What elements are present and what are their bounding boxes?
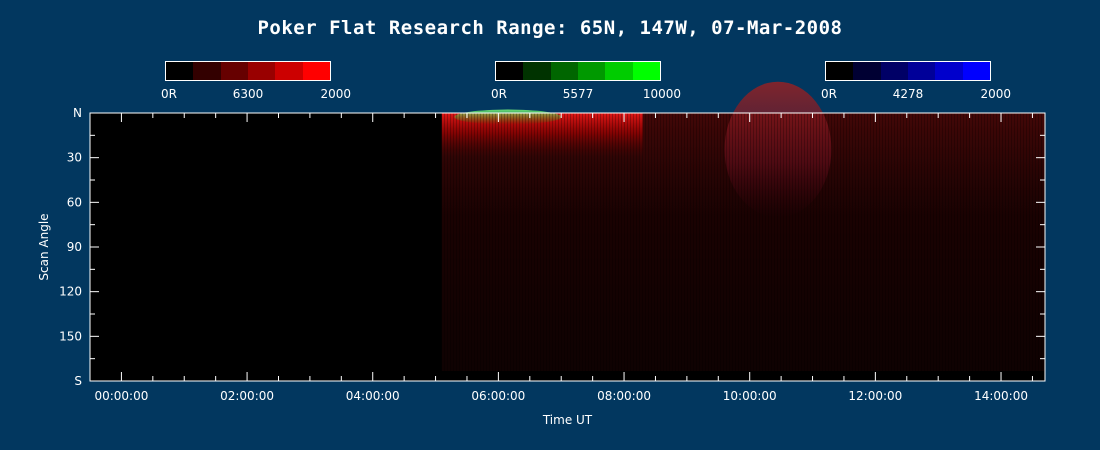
y-axis-label: Scan Angle [37,213,51,280]
colorbar-5577-min-label: 0R [491,87,507,101]
colorbar-5577: 0R 5577 10000 [491,61,681,101]
colorbar-4278-swatch [853,62,881,80]
y-tick-label: 30 [67,151,82,165]
colorbar-4278-swatch [962,62,990,80]
colorbar-4278-swatch [880,62,908,80]
y-tick-label: 120 [59,285,82,299]
colorbar-6300: 0R 6300 2000 [161,61,351,101]
x-tick-label: 06:00:00 [471,389,525,403]
colorbar-4278-min-label: 0R [821,87,837,101]
x-tick-label: 10:00:00 [723,389,777,403]
colorbar-6300-swatch [275,62,303,80]
y-tick-label: 60 [67,195,82,209]
colorbar-4278: 0R 4278 2000 [821,61,1011,101]
colorbar-5577-swatch [577,62,606,80]
colorbar-4278-max-label: 2000 [980,87,1011,101]
colorbar-6300-swatches [165,61,331,81]
y-tick-label: 150 [59,329,82,343]
x-tick-label: 04:00:00 [346,389,400,403]
colorbar-5577-swatches [495,61,661,81]
colorbar-6300-min-label: 0R [161,87,177,101]
colorbar-6300-mid-label: 6300 [232,87,264,101]
emission-features [441,81,1045,371]
chart-title: Poker Flat Research Range: 65N, 147W, 07… [257,17,843,39]
y-tick-label: 90 [67,240,82,254]
colorbar-5577-swatch [632,62,660,80]
colorbar-5577-max-label: 10000 [642,87,681,101]
colorbar-6300-swatch [220,62,248,80]
x-tick-label: 08:00:00 [597,389,651,403]
colorbar-4278-mid-label: 4278 [892,87,924,101]
y-tick-label: N [73,106,82,120]
x-axis-label: Time UT [542,413,593,427]
colorbar-5577-mid-label: 5577 [562,87,594,101]
colorbar-6300-swatch [166,62,194,80]
x-tick-label: 02:00:00 [220,389,274,403]
colorbar-4278-swatch [907,62,936,80]
colorbar-4278-swatches [825,61,991,81]
colorbar-6300-swatch [302,62,330,80]
colorbar-4278-swatch [826,62,854,80]
streak-texture [441,113,1045,371]
colorbar-5577-swatch [605,62,633,80]
colorbar-4278-swatch [935,62,963,80]
colorbar-6300-max-label: 2000 [320,87,351,101]
colorbar-6300-swatch [193,62,221,80]
colorbar-6300-swatch [247,62,276,80]
colorbar-5577-swatch [523,62,551,80]
x-tick-label: 14:00:00 [974,389,1028,403]
x-tick-label: 12:00:00 [848,389,902,403]
colorbar-5577-swatch [496,62,524,80]
y-tick-label: S [74,374,82,388]
x-tick-label: 00:00:00 [94,389,148,403]
axes: 00:00:00 02:00:00 04:00:00 06:00:00 08:00:00… [59,106,1046,403]
colorbar-5577-swatch [550,62,578,80]
